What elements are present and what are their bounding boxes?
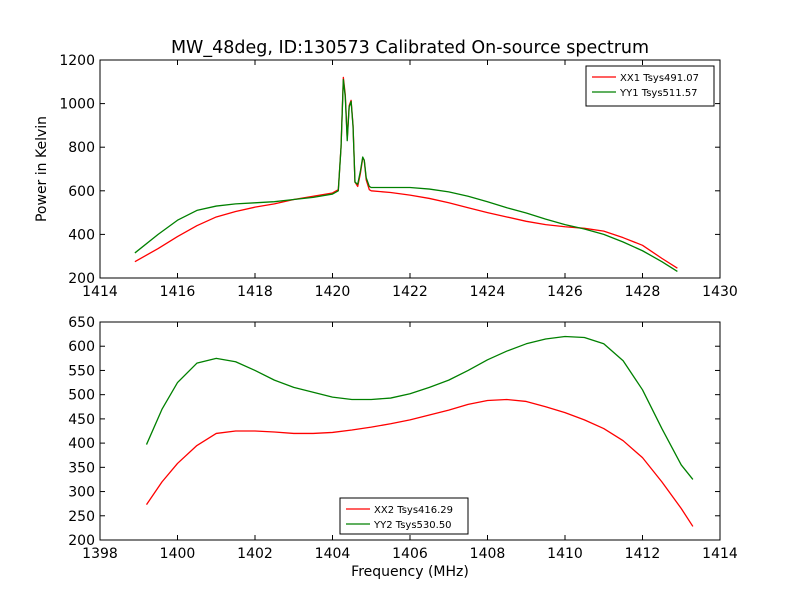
y-tick-label-0-0: 200 bbox=[68, 271, 95, 287]
x-tick-label-1-6: 1410 bbox=[547, 546, 583, 562]
legend-label-1-0: XX2 Tsys416.29 bbox=[374, 505, 453, 516]
y-tick-label-0-2: 600 bbox=[68, 184, 95, 200]
y-tick-label-1-4: 400 bbox=[68, 436, 95, 452]
x-tick-label-0-0: 1414 bbox=[82, 284, 118, 300]
y-tick-label-0-1: 400 bbox=[68, 227, 95, 243]
x-tick-label-0-7: 1428 bbox=[625, 284, 661, 300]
x-tick-label-1-5: 1408 bbox=[470, 546, 506, 562]
y-tick-label-1-5: 450 bbox=[68, 412, 95, 428]
x-tick-label-1-0: 1398 bbox=[82, 546, 118, 562]
bottom-chart-xlabel: Frequency (MHz) bbox=[351, 564, 469, 580]
y-tick-label-1-3: 350 bbox=[68, 460, 95, 476]
x-tick-label-1-4: 1406 bbox=[392, 546, 428, 562]
series-line-1-1 bbox=[145, 335, 694, 480]
x-tick-label-1-7: 1412 bbox=[625, 546, 661, 562]
x-tick-label-0-5: 1424 bbox=[470, 284, 506, 300]
y-tick-label-0-5: 1200 bbox=[59, 53, 95, 69]
x-tick-label-0-3: 1420 bbox=[315, 284, 351, 300]
y-tick-label-0-4: 1000 bbox=[59, 97, 95, 113]
y-tick-label-0-3: 800 bbox=[68, 140, 95, 156]
x-tick-label-0-8: 1430 bbox=[702, 284, 738, 300]
bottom-plot-area: 1398 1400 1402 1404 1406 1408 1410 1412 1414 200 2… bbox=[68, 315, 738, 562]
top-chart: MW_48deg, ID:130573 Calibrated On-source… bbox=[34, 38, 738, 300]
top-plot-area: 1414 1416 1418 1420 1422 1424 1426 1428 1430 200 4… bbox=[59, 53, 737, 300]
x-tick-label-1-8: 1414 bbox=[702, 546, 738, 562]
y-tick-label-1-0: 200 bbox=[68, 533, 95, 549]
x-tick-label-0-4: 1422 bbox=[392, 284, 428, 300]
x-tick-label-1-2: 1402 bbox=[237, 546, 273, 562]
x-tick-label-1-1: 1400 bbox=[160, 546, 196, 562]
y-tick-label-1-2: 300 bbox=[68, 485, 95, 501]
bottom-chart: Frequency (MHz) 1398 1400 1402 1404 1406 1408… bbox=[68, 315, 738, 580]
legend-box-0 bbox=[585, 65, 715, 107]
y-tick-label-1-7: 550 bbox=[68, 363, 95, 379]
x-tick-label-0-2: 1418 bbox=[237, 284, 273, 300]
legend-box-1 bbox=[339, 497, 469, 535]
x-tick-label-1-3: 1404 bbox=[315, 546, 351, 562]
legend-label-1-1: YY2 Tsys530.50 bbox=[373, 520, 452, 531]
y-tick-label-1-8: 600 bbox=[68, 339, 95, 355]
top-chart-title: MW_48deg, ID:130573 Calibrated On-source… bbox=[171, 38, 649, 58]
series-line-0-1 bbox=[134, 78, 678, 273]
legend-0: XX1 Tsys491.07 YY1 Tsys511.57 bbox=[585, 65, 715, 107]
legend-label-0-1: YY1 Tsys511.57 bbox=[619, 88, 698, 99]
x-tick-label-0-6: 1426 bbox=[547, 284, 583, 300]
y-tick-label-1-9: 650 bbox=[68, 315, 95, 331]
y-tick-label-1-6: 500 bbox=[68, 388, 95, 404]
y-tick-label-1-1: 250 bbox=[68, 509, 95, 525]
x-tick-label-0-1: 1416 bbox=[160, 284, 196, 300]
legend-label-0-0: XX1 Tsys491.07 bbox=[620, 73, 699, 84]
legend-1: XX2 Tsys416.29 YY2 Tsys530.50 bbox=[339, 497, 469, 535]
series-line-1-0 bbox=[145, 398, 694, 527]
top-chart-ylabel: Power in Kelvin bbox=[34, 116, 50, 222]
